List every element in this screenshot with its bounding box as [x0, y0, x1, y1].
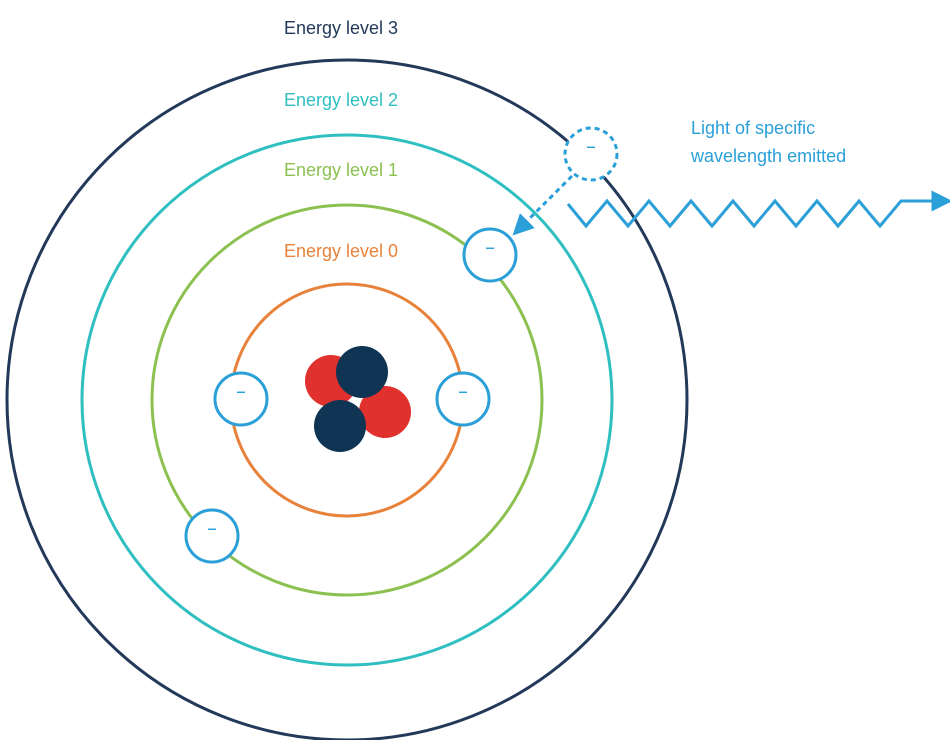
electron-sign: –: [485, 235, 495, 259]
electron-sign: –: [458, 379, 468, 403]
orbit-level-1: [150, 203, 544, 597]
electron: –: [462, 227, 518, 283]
neutron: [336, 346, 388, 398]
energy-level-3-label: Energy level 3: [284, 18, 398, 38]
electron-sign: –: [236, 379, 246, 403]
neutron: [314, 400, 366, 452]
electron: –: [184, 508, 240, 564]
electron: –: [213, 371, 269, 427]
electron-sign: –: [586, 134, 596, 158]
energy-level-0-label: Energy level 0: [284, 241, 398, 261]
orbit-level-3: [5, 58, 689, 740]
proton: [359, 386, 411, 438]
emitted-light-wave: [566, 198, 910, 229]
emission-label-line-2: wavelength emitted: [690, 146, 846, 166]
electron-sign: –: [207, 516, 217, 540]
nucleus: [305, 346, 411, 452]
energy-level-1-label: Energy level 1: [284, 160, 398, 180]
electron: –: [435, 371, 491, 427]
energy-level-2-label: Energy level 2: [284, 90, 398, 110]
orbit-level-2: [80, 133, 614, 667]
emission-label-line-1: Light of specific: [691, 118, 815, 138]
electron-previous-position: –: [563, 126, 619, 182]
electron-transition-arrow: [512, 174, 574, 236]
